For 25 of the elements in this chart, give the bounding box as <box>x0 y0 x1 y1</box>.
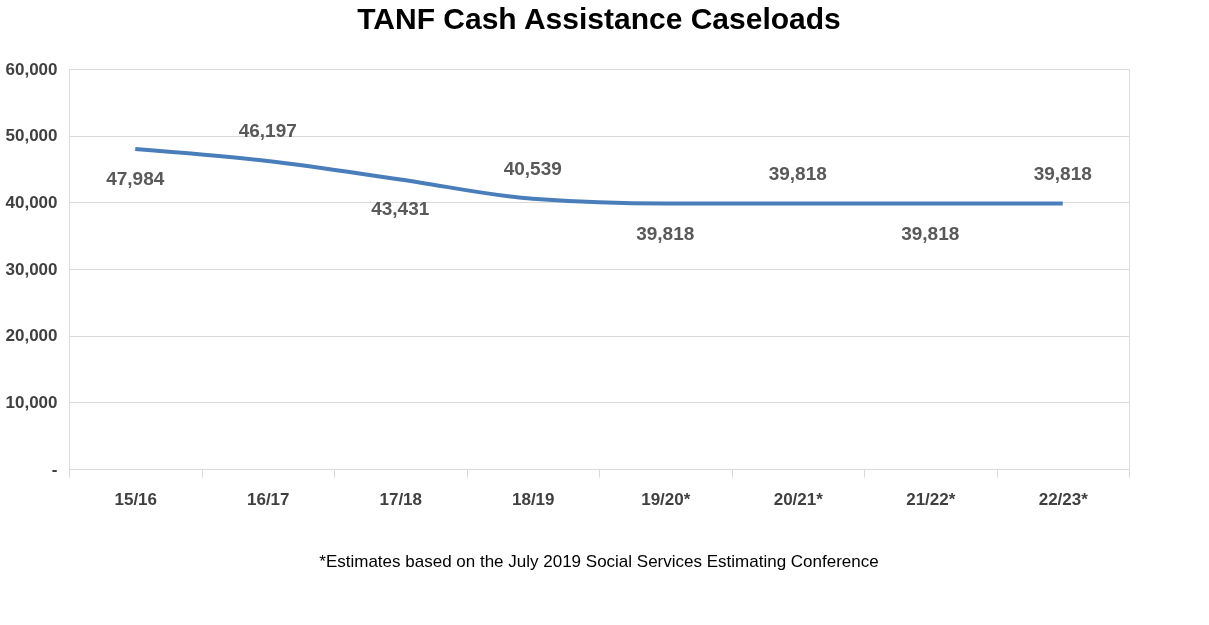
data-label: 39,818 <box>636 222 695 244</box>
y-tick-label: 10,000 <box>5 392 58 412</box>
y-tick-label: 40,000 <box>5 192 58 212</box>
data-label: 39,818 <box>768 162 827 184</box>
data-label: 46,197 <box>238 120 297 142</box>
data-label: 47,984 <box>106 168 165 190</box>
y-tick-label: 20,000 <box>5 326 58 346</box>
x-tick-label: 15/16 <box>114 489 158 509</box>
y-tick-label: 30,000 <box>5 259 58 279</box>
x-tick-label: 22/23* <box>1038 489 1089 509</box>
text: *Estimates based on the July 2019 Social Services Estimating Conference <box>319 552 879 571</box>
chart-title: TANF Cash Assistance Caseloads <box>357 2 841 35</box>
x-tick-label: 21/22* <box>906 489 956 509</box>
x-tick-label: 20/21* <box>773 489 824 509</box>
x-tick-label: 16/17 <box>246 489 290 509</box>
x-tick-label: 19/20* <box>641 489 691 509</box>
data-label: 43,431 <box>371 198 430 220</box>
data-label: 39,818 <box>901 222 960 244</box>
y-tick-label: - <box>51 459 58 479</box>
data-label: 39,818 <box>1033 162 1092 184</box>
y-tick-label: 50,000 <box>5 126 58 146</box>
x-tick-label: 17/18 <box>379 489 423 509</box>
data-label: 40,539 <box>503 157 562 179</box>
y-tick-label: 60,000 <box>5 59 58 79</box>
x-tick-label: 18/19 <box>511 489 555 509</box>
